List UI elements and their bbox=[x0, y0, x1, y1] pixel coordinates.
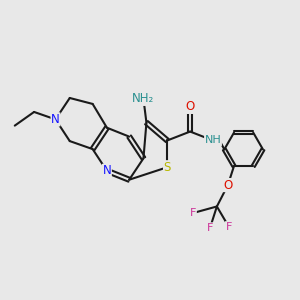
Text: NH₂: NH₂ bbox=[132, 92, 154, 105]
Text: F: F bbox=[190, 208, 196, 218]
Text: F: F bbox=[226, 222, 232, 232]
Text: O: O bbox=[185, 100, 195, 113]
Text: NH: NH bbox=[205, 136, 221, 146]
Text: S: S bbox=[164, 161, 171, 174]
Text: O: O bbox=[223, 178, 232, 192]
Text: N: N bbox=[103, 164, 111, 177]
Text: N: N bbox=[51, 113, 60, 126]
Text: F: F bbox=[207, 223, 213, 233]
